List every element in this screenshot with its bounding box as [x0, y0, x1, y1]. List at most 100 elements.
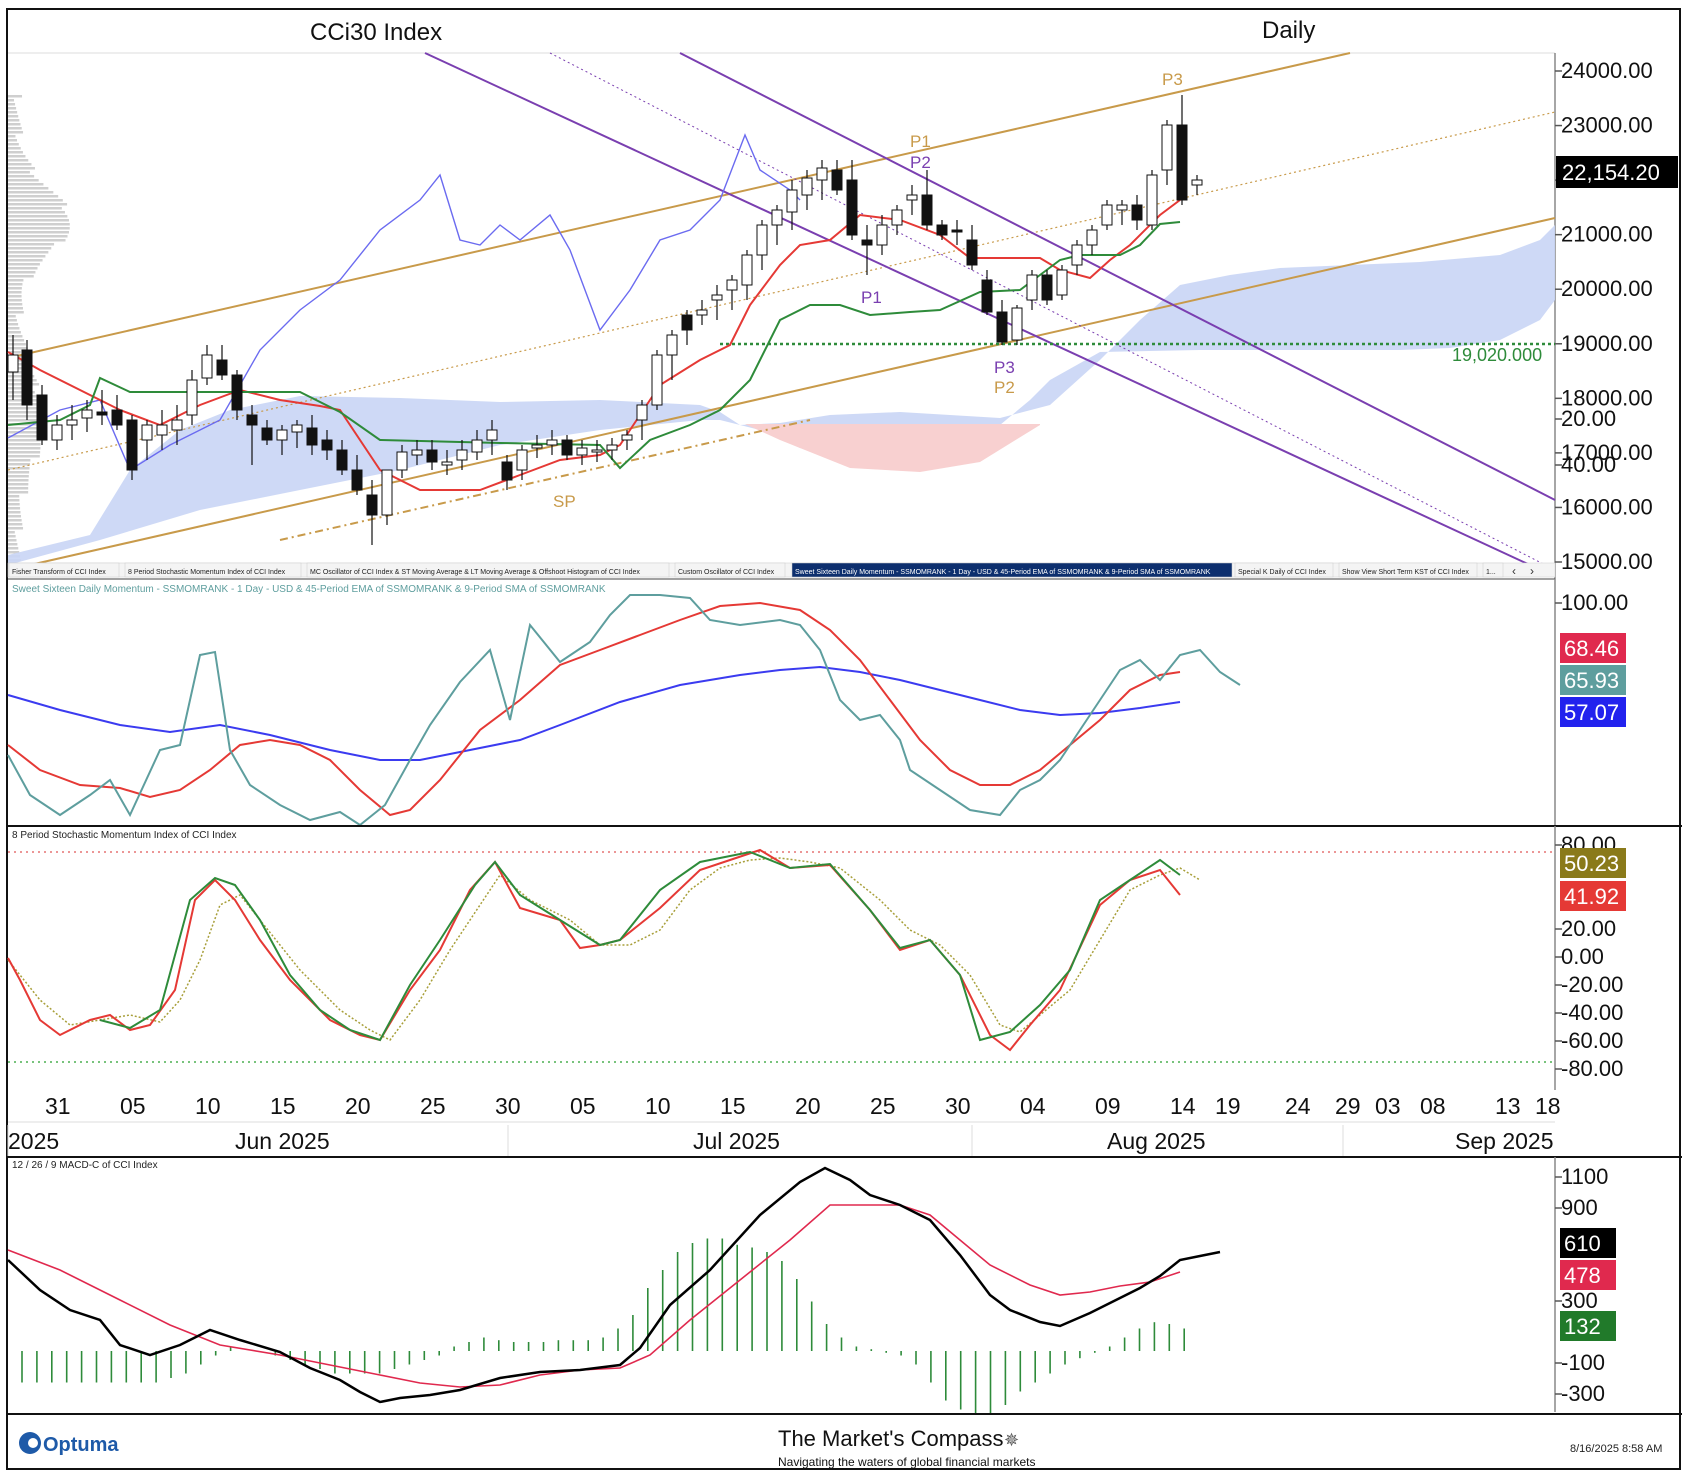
- candle: [771, 209, 783, 226]
- chart-period: Daily: [1262, 17, 1315, 44]
- macd-histogram: [21, 1238, 1185, 1414]
- indicator-tab[interactable]: Special K Daily of CCI Index: [1238, 569, 1326, 576]
- x-month-label: 2025: [8, 1128, 59, 1154]
- ssmomrank-sma-value: 68.46: [1564, 636, 1619, 661]
- x-day-label: 30: [945, 1093, 971, 1119]
- pitchfork-label-p1-purple: P1: [861, 288, 882, 307]
- price-panel: CCi30 Index Daily SP P1 P2 P1 P3 P2 P3 1…: [7, 17, 1678, 579]
- indicator-tab[interactable]: Custom Oscillator of CCI Index: [678, 569, 775, 576]
- y-tick-label: 300: [1561, 1288, 1598, 1313]
- last-price-badge: 22,154.20: [1562, 160, 1660, 185]
- candle: [966, 239, 978, 266]
- candle: [921, 194, 933, 226]
- candle: [471, 439, 483, 453]
- support-label: 19,020.000: [1452, 345, 1542, 365]
- candle: [831, 169, 843, 191]
- candle: [516, 449, 528, 471]
- candle: [546, 439, 558, 446]
- candle: [1086, 229, 1098, 246]
- candle: [501, 461, 513, 481]
- candle: [1041, 274, 1053, 301]
- indicator-tab[interactable]: Show View Short Term KST of CCI Index: [1342, 569, 1469, 576]
- x-day-label: 25: [420, 1093, 446, 1119]
- candle: [1161, 124, 1173, 171]
- x-day-label: 15: [270, 1093, 296, 1119]
- candle: [21, 349, 33, 406]
- candle: [696, 309, 708, 316]
- candle: [756, 224, 768, 256]
- candle: [1071, 244, 1083, 266]
- price-y-axis: 24000.0023000.0022000.0021000.0020000.00…: [1555, 58, 1653, 574]
- indicator-tab[interactable]: MC Oscillator of CCI Index & ST Moving A…: [310, 569, 640, 576]
- ssmomrank-ema-value: 57.07: [1564, 700, 1619, 725]
- x-day-label: 24: [1285, 1093, 1311, 1119]
- y-tick-label: 23000.00: [1561, 113, 1653, 138]
- indicator-tab[interactable]: 1...: [1486, 569, 1496, 576]
- tab-scroll-right-icon[interactable]: ›: [1530, 564, 1534, 578]
- candle: [201, 354, 213, 379]
- x-day-label: 20: [795, 1093, 821, 1119]
- indicator-tab[interactable]: 8 Period Stochastic Momentum Index of CC…: [128, 569, 286, 576]
- candle: [636, 404, 648, 421]
- candle: [1101, 204, 1113, 226]
- ssmomrank-value: 65.93: [1564, 668, 1619, 693]
- candle: [891, 209, 903, 226]
- candle: [441, 461, 453, 466]
- y-tick-label: 24000.00: [1561, 58, 1653, 83]
- indicator-tab[interactable]: Sweet Sixteen Daily Momentum - SSMOMRANK…: [795, 569, 1211, 576]
- ssmomrank-y-axis: 100.00 40.00 20.00: [1555, 406, 1628, 615]
- x-day-label: 08: [1420, 1093, 1446, 1119]
- date-x-axis: 31 05 10 15 20 25 30 05 10 15 20 25 30 04 09 14 19 24 29 03…: [7, 1090, 1561, 1156]
- x-day-label: 18: [1535, 1093, 1561, 1119]
- y-tick-label: 20000.00: [1561, 276, 1653, 301]
- ssmomrank-title: Sweet Sixteen Daily Momentum - SSMOMRANK…: [12, 584, 606, 595]
- candle: [1131, 204, 1143, 221]
- chart-title: CCi30 Index: [310, 19, 442, 46]
- candle: [591, 449, 603, 453]
- candle: [66, 419, 78, 426]
- candle: [561, 439, 573, 456]
- candle: [126, 419, 138, 471]
- candle: [426, 449, 438, 463]
- y-tick-label: -80.00: [1561, 1056, 1623, 1081]
- x-day-label: 30: [495, 1093, 521, 1119]
- y-tick-label: 20.00: [1561, 406, 1616, 431]
- pitchfork-label-p2-gold: P2: [994, 378, 1015, 397]
- footer-brand: Optuma: [43, 1434, 119, 1456]
- x-day-label: 15: [720, 1093, 746, 1119]
- x-day-label: 09: [1095, 1093, 1121, 1119]
- indicator-tab[interactable]: Fisher Transform of CCI Index: [12, 569, 106, 576]
- x-day-label: 10: [645, 1093, 671, 1119]
- candle: [7, 354, 19, 373]
- chart-frame: [6, 8, 1681, 1470]
- candle: [321, 439, 333, 451]
- y-tick-label: -40.00: [1561, 1000, 1623, 1025]
- pitchfork-label-p2-purple: P2: [910, 153, 931, 172]
- candle: [411, 449, 423, 456]
- candle: [801, 177, 813, 196]
- tab-scroll-left-icon[interactable]: ‹: [1512, 564, 1516, 578]
- candle: [786, 189, 798, 213]
- candle: [621, 434, 633, 441]
- candle: [981, 279, 993, 313]
- candle: [171, 419, 183, 431]
- x-day-label: 25: [870, 1093, 896, 1119]
- y-tick-label: 900: [1561, 1195, 1598, 1220]
- pitchfork-label-p3-gold: P3: [1162, 70, 1183, 89]
- y-tick-label: -60.00: [1561, 1028, 1623, 1053]
- candle: [396, 451, 408, 471]
- candle: [141, 424, 153, 441]
- y-tick-label: 15000.00: [1561, 549, 1653, 574]
- candle: [666, 334, 678, 356]
- macd-title: 12 / 26 / 9 MACD-C of CCI Index: [12, 1160, 158, 1171]
- y-tick-label: -20.00: [1561, 972, 1623, 997]
- x-day-label: 10: [195, 1093, 221, 1119]
- y-tick-label: 16000.00: [1561, 494, 1653, 519]
- volume-profile: [8, 95, 70, 562]
- candle: [1011, 307, 1023, 341]
- candle: [651, 354, 663, 406]
- x-day-label: 14: [1170, 1093, 1196, 1119]
- pitchfork-label-p3-purple: P3: [994, 358, 1015, 377]
- candle: [996, 311, 1008, 343]
- x-day-label: 13: [1495, 1093, 1521, 1119]
